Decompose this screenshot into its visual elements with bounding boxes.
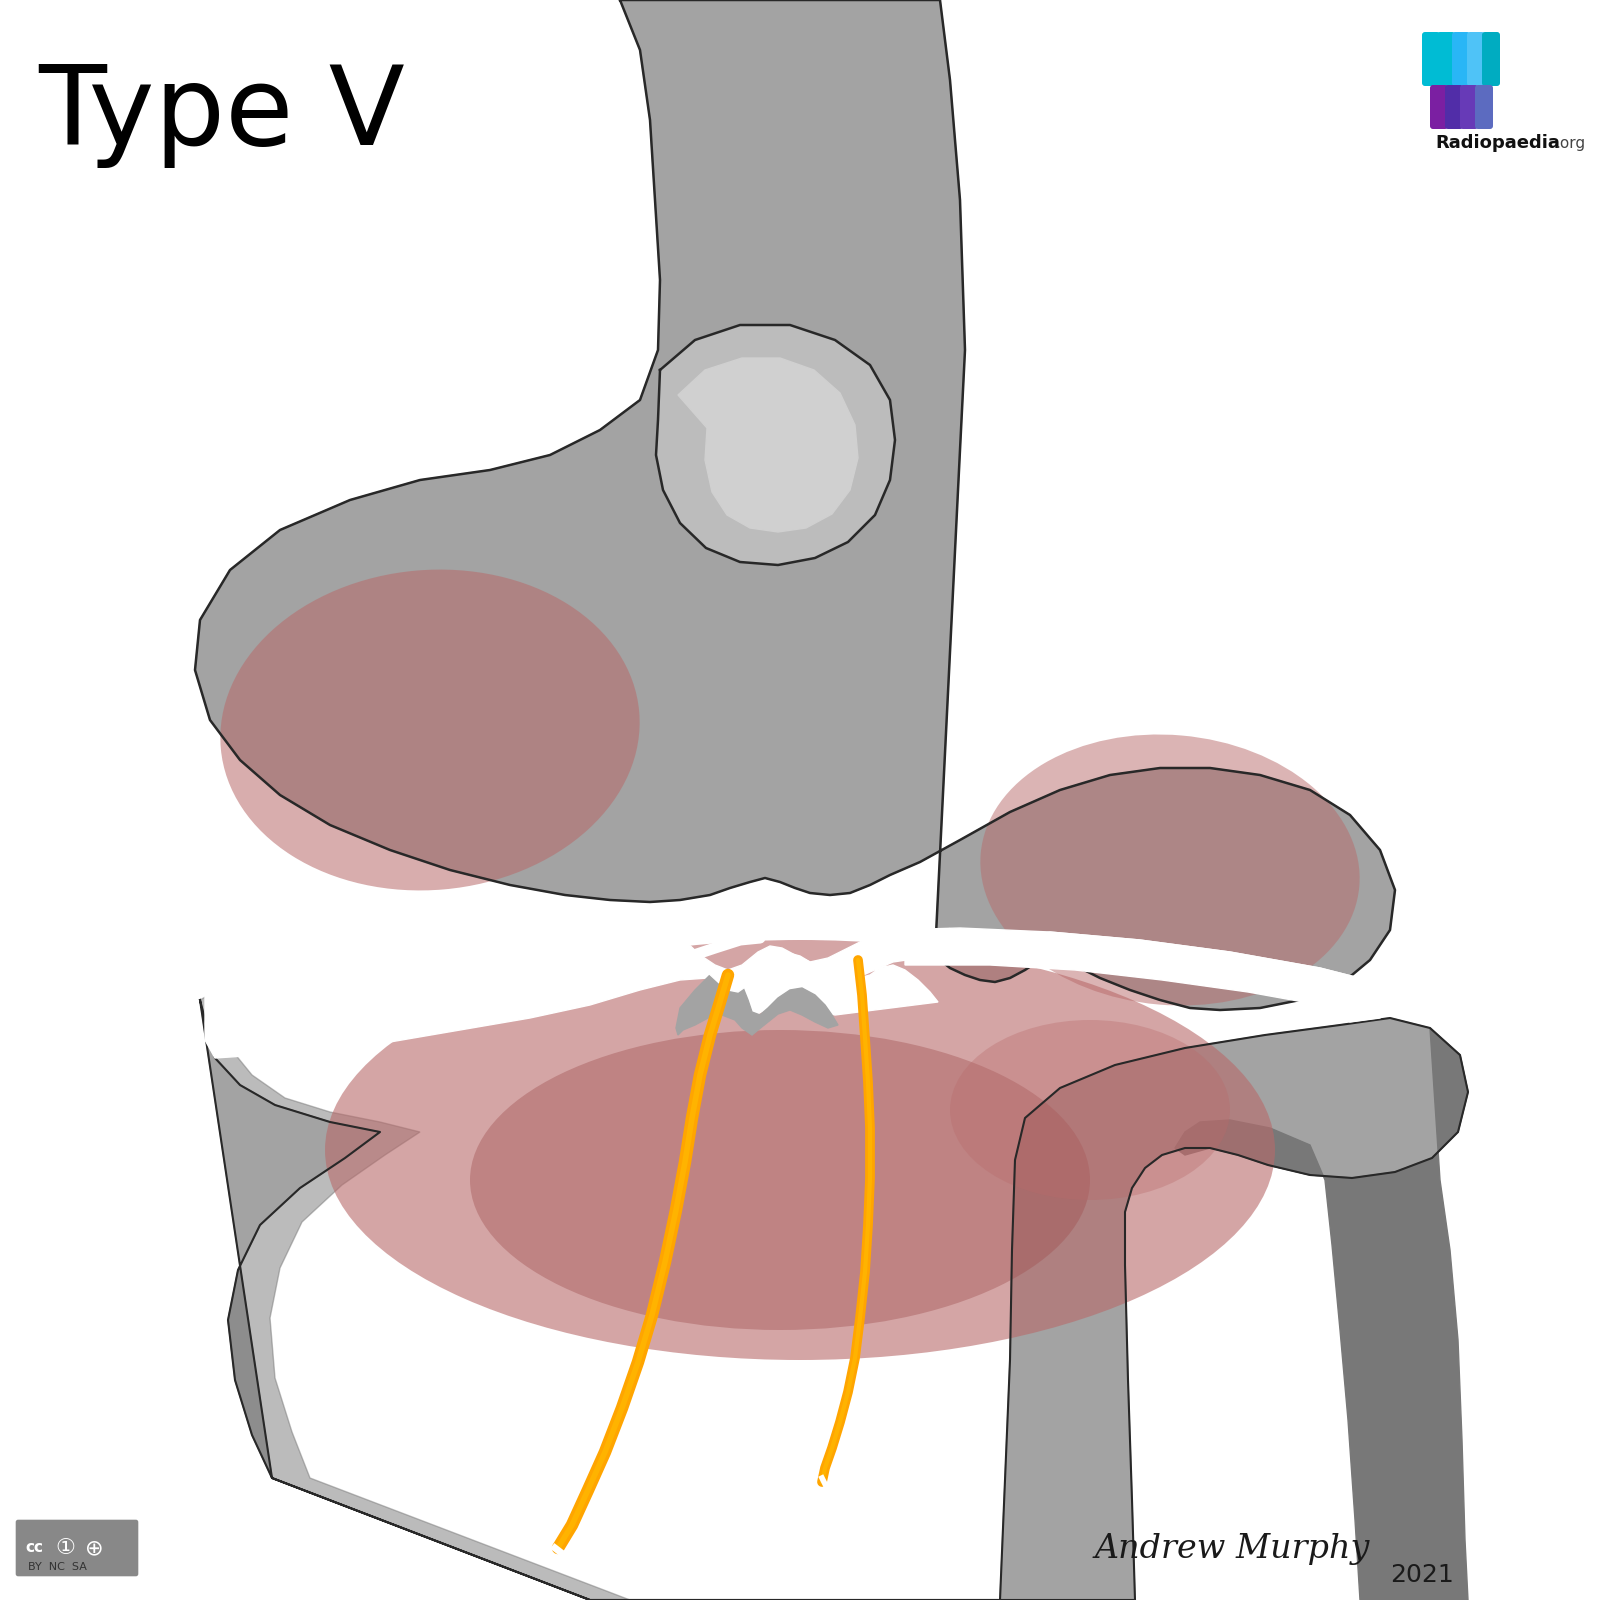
Ellipse shape xyxy=(221,570,640,891)
FancyBboxPatch shape xyxy=(1482,32,1501,86)
Polygon shape xyxy=(1174,1029,1469,1600)
Text: Radiopaedia: Radiopaedia xyxy=(1435,134,1560,152)
Circle shape xyxy=(1426,51,1501,128)
Polygon shape xyxy=(210,914,1390,1010)
FancyBboxPatch shape xyxy=(1437,32,1454,86)
Ellipse shape xyxy=(325,939,1275,1360)
Polygon shape xyxy=(200,1000,1469,1600)
Polygon shape xyxy=(675,968,838,1035)
Polygon shape xyxy=(195,0,1395,1010)
FancyBboxPatch shape xyxy=(1459,85,1478,130)
Text: Andrew Murphy: Andrew Murphy xyxy=(1094,1533,1370,1565)
Text: Type V: Type V xyxy=(38,61,405,168)
FancyBboxPatch shape xyxy=(1430,85,1448,130)
FancyBboxPatch shape xyxy=(1422,32,1440,86)
Ellipse shape xyxy=(981,734,1360,1005)
Polygon shape xyxy=(678,358,858,531)
Polygon shape xyxy=(906,931,1390,1022)
FancyBboxPatch shape xyxy=(14,1518,139,1578)
Ellipse shape xyxy=(950,1021,1230,1200)
Text: cc: cc xyxy=(26,1541,43,1555)
Text: ⊕: ⊕ xyxy=(85,1538,104,1558)
Text: .org: .org xyxy=(1555,136,1586,150)
Text: 2021: 2021 xyxy=(1390,1563,1454,1587)
Polygon shape xyxy=(656,325,894,565)
FancyBboxPatch shape xyxy=(1445,85,1462,130)
Ellipse shape xyxy=(470,1030,1090,1330)
FancyBboxPatch shape xyxy=(1467,32,1485,86)
Polygon shape xyxy=(205,918,1355,1058)
Text: ①: ① xyxy=(54,1538,75,1558)
FancyBboxPatch shape xyxy=(1453,32,1470,86)
Polygon shape xyxy=(200,990,630,1600)
Text: BY  NC  SA: BY NC SA xyxy=(29,1562,86,1571)
FancyBboxPatch shape xyxy=(1475,85,1493,130)
